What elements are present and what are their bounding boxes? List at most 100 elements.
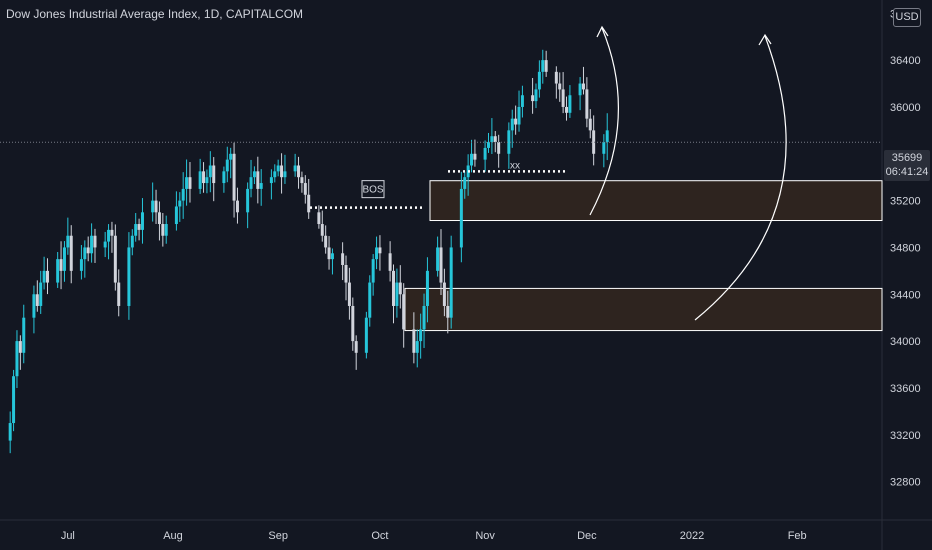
- candle-body: [398, 282, 402, 295]
- candle-body: [507, 130, 511, 154]
- candle-body: [303, 183, 307, 195]
- y-tick-label: 32800: [890, 477, 921, 489]
- candle-body: [347, 282, 351, 306]
- candle-body: [212, 165, 216, 184]
- candle-body: [178, 200, 182, 207]
- projection-arrows: [589, 25, 787, 321]
- candle-body: [107, 229, 111, 242]
- candle-body: [439, 247, 443, 283]
- candle-body: [117, 282, 121, 306]
- candle-body: [86, 247, 90, 254]
- candle-body: [510, 118, 514, 131]
- candle-body: [269, 177, 273, 184]
- candle-body: [90, 235, 94, 254]
- candle-body: [42, 270, 46, 283]
- candle-body: [368, 282, 372, 318]
- candle-body: [514, 118, 518, 125]
- y-tick-label: 36400: [890, 55, 921, 67]
- xx-label: xx: [510, 160, 520, 171]
- candle-body: [161, 224, 165, 236]
- candle-body: [293, 165, 297, 172]
- arrow-1-head: [596, 25, 609, 38]
- y-tick-label: 33200: [890, 430, 921, 442]
- x-tick-label: Oct: [371, 530, 388, 542]
- candle-body: [541, 60, 545, 72]
- candle-body: [463, 177, 467, 189]
- candle-body: [22, 317, 26, 353]
- candle-body: [137, 224, 141, 230]
- candle-body: [154, 200, 158, 213]
- bos-label: BOS: [362, 185, 383, 196]
- candle-body: [520, 95, 524, 107]
- candle-body: [493, 136, 497, 143]
- candle-body: [605, 130, 609, 143]
- candle-body: [259, 183, 263, 189]
- candle-body: [140, 212, 144, 230]
- candle-body: [130, 235, 134, 248]
- candle-body: [174, 206, 178, 225]
- candles: [8, 49, 609, 454]
- candle-body: [79, 259, 83, 271]
- candle-body: [486, 142, 490, 148]
- time-axis[interactable]: Jul Aug Sep Oct Nov Dec 2022 Feb: [61, 530, 807, 542]
- candle-body: [280, 165, 284, 178]
- bos-label-box: [361, 180, 385, 199]
- candle-body: [473, 153, 477, 160]
- candle-body: [32, 294, 36, 318]
- candle-body: [164, 224, 168, 236]
- candle-body: [412, 329, 416, 353]
- levels: BOS xx: [0, 141, 882, 209]
- candle-body: [554, 71, 558, 84]
- candle-body: [320, 224, 324, 236]
- candle-body: [127, 247, 131, 306]
- last-price-tag: 35699 06:41:24: [884, 150, 930, 181]
- candle-body: [18, 341, 22, 353]
- x-tick-label: 2022: [680, 530, 704, 542]
- candle-body: [341, 253, 345, 265]
- candle-body: [565, 106, 569, 113]
- x-tick-label: Dec: [577, 530, 597, 542]
- candle-body: [371, 259, 375, 283]
- price-axis[interactable]: 3280033200336003400034400348003520035600…: [890, 8, 921, 488]
- candle-body: [66, 235, 70, 248]
- y-tick-label: 34000: [890, 336, 921, 348]
- candle-body: [375, 247, 379, 260]
- candle-body: [592, 130, 596, 154]
- demand-zone: [404, 287, 883, 332]
- candle-body: [35, 294, 39, 306]
- candle-body: [344, 265, 348, 283]
- candle-body: [12, 376, 16, 424]
- y-tick-label: 33600: [890, 383, 921, 395]
- candle-body: [351, 305, 355, 342]
- currency-badge[interactable]: USD: [893, 8, 921, 27]
- x-tick-label: Sep: [268, 530, 288, 542]
- candle-body: [561, 89, 565, 107]
- candle-body: [181, 188, 185, 201]
- candle-body: [15, 341, 19, 377]
- candle-body: [249, 177, 253, 189]
- candle-body: [198, 171, 202, 189]
- candle-body: [602, 142, 606, 154]
- candle-body: [297, 165, 301, 178]
- candle-body: [208, 165, 212, 178]
- candle-body: [276, 165, 280, 172]
- candle-body: [419, 329, 423, 342]
- arrow-1: [589, 27, 619, 216]
- candle-body: [436, 247, 440, 271]
- x-tick-label: Feb: [788, 530, 807, 542]
- candle-body: [415, 341, 419, 353]
- candle-body: [517, 106, 521, 125]
- candle-body: [422, 305, 426, 330]
- candle-body: [483, 147, 487, 160]
- y-tick-label: 36000: [890, 102, 921, 114]
- candle-body: [235, 200, 239, 213]
- candle-body: [185, 177, 189, 189]
- candle-body: [110, 229, 114, 236]
- candle-body: [534, 89, 538, 102]
- candle-body: [8, 423, 12, 441]
- candle-body: [537, 71, 541, 90]
- y-tick-label: 34400: [890, 289, 921, 301]
- arrow-2: [694, 35, 787, 321]
- candle-body: [497, 142, 501, 154]
